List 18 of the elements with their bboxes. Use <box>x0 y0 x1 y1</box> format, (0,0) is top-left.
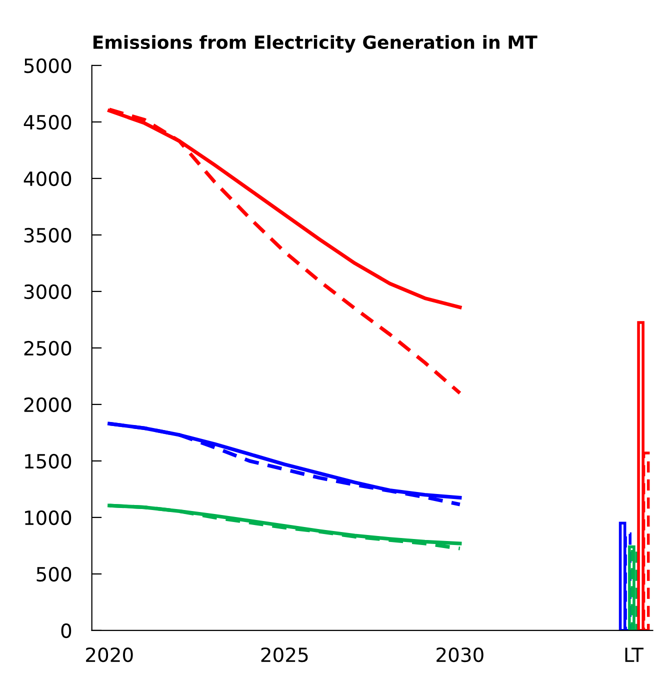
bar <box>628 545 636 630</box>
y-tick-label: 3000 <box>24 284 72 300</box>
y-tick-label: 4500 <box>24 114 72 130</box>
y-tick-label: 4000 <box>24 171 72 186</box>
y-tick-label: 5000 <box>24 58 72 74</box>
x-tick-label: 2020 <box>86 647 133 662</box>
y-tick-label: 2000 <box>24 397 72 412</box>
y-tick-label: 0 <box>61 623 72 638</box>
x-tick-label: 2025 <box>261 647 308 662</box>
bar <box>630 548 638 630</box>
chart-title: Emissions from Electricity Generation in MT <box>94 35 538 53</box>
y-tick-label: 1000 <box>25 510 72 526</box>
x-tick-label: 2030 <box>436 647 484 662</box>
x-tick-label: LT <box>625 648 644 662</box>
y-tick-label: 2500 <box>24 340 72 356</box>
y-tick-label: 3500 <box>24 228 72 243</box>
y-tick-label: 1500 <box>25 454 72 469</box>
y-tick-label: 500 <box>36 566 72 582</box>
